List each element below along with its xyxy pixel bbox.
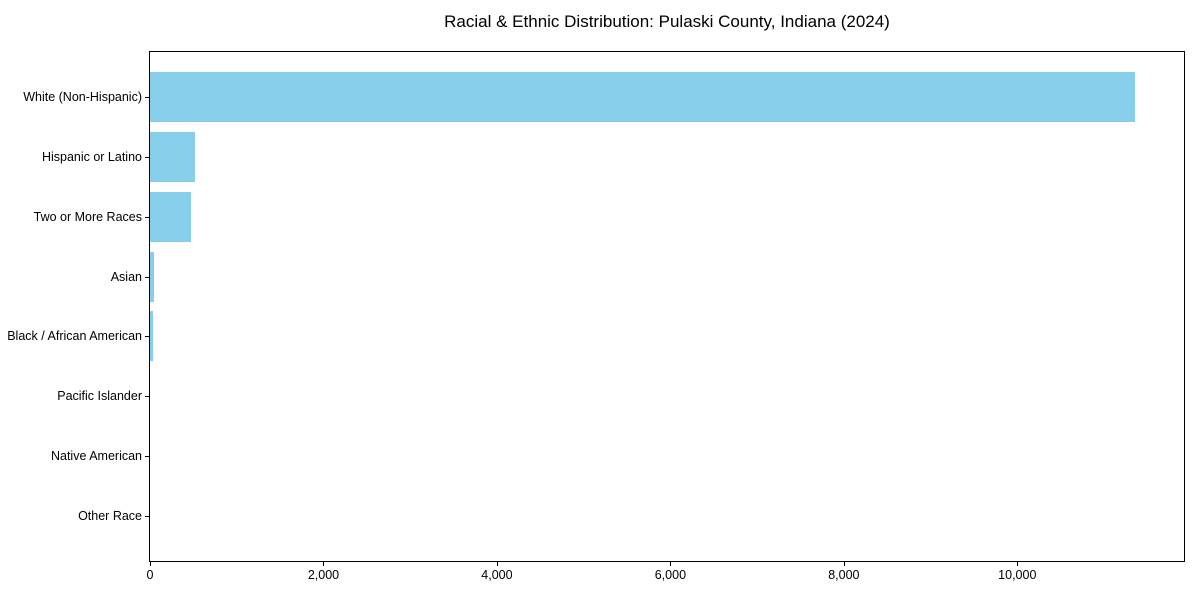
x-tick-label-6000: 6,000: [654, 568, 687, 582]
y-tick-label-pacific-islander: Pacific Islander: [57, 389, 142, 404]
x-tick-mark: [1017, 562, 1019, 566]
bar-black-african-american: [150, 311, 153, 362]
x-tick-mark: [323, 562, 325, 566]
y-tick-mark: [145, 516, 149, 517]
y-tick-label-black-african-american: Black / African American: [7, 329, 142, 344]
x-tick-mark: [150, 562, 151, 566]
y-tick-mark: [145, 336, 149, 338]
x-tick-mark: [843, 562, 845, 566]
x-tick-mark: [670, 562, 672, 566]
y-tick-mark: [145, 276, 149, 278]
y-tick-label-white-non-hispanic: White (Non-Hispanic): [23, 90, 142, 104]
x-tick-label-8000: 8,000: [828, 568, 860, 582]
x-tick-label-0: 0: [146, 568, 154, 582]
y-tick-label-hispanic-or-latino: Hispanic or Latino: [41, 149, 142, 164]
x-tick-mark: [496, 562, 498, 566]
y-tick-mark: [145, 456, 149, 458]
bar-asian: [150, 251, 154, 302]
x-tick-label-10000: 10,000: [998, 568, 1037, 582]
y-tick-label-two-or-more-races: Two or More Races: [33, 209, 142, 224]
y-tick-label-asian: Asian: [110, 269, 142, 284]
y-tick-mark: [145, 156, 149, 158]
bar-white-non-hispanic: [150, 72, 1135, 122]
chart-title: Racial & Ethnic Distribution: Pulaski Co…: [444, 12, 890, 31]
y-tick-label-other-race: Other Race: [78, 509, 142, 523]
y-tick-mark: [145, 396, 149, 398]
x-tick-label-2000: 2,000: [307, 568, 340, 582]
plot-area: [149, 51, 1185, 562]
bar-hispanic-or-latino: [150, 131, 196, 182]
y-tick-mark: [145, 97, 149, 98]
x-tick-label-4000: 4,000: [481, 568, 513, 582]
y-tick-label-native-american: Native American: [50, 449, 142, 464]
bar-two-or-more-races: [150, 191, 191, 242]
y-tick-mark: [145, 216, 149, 218]
